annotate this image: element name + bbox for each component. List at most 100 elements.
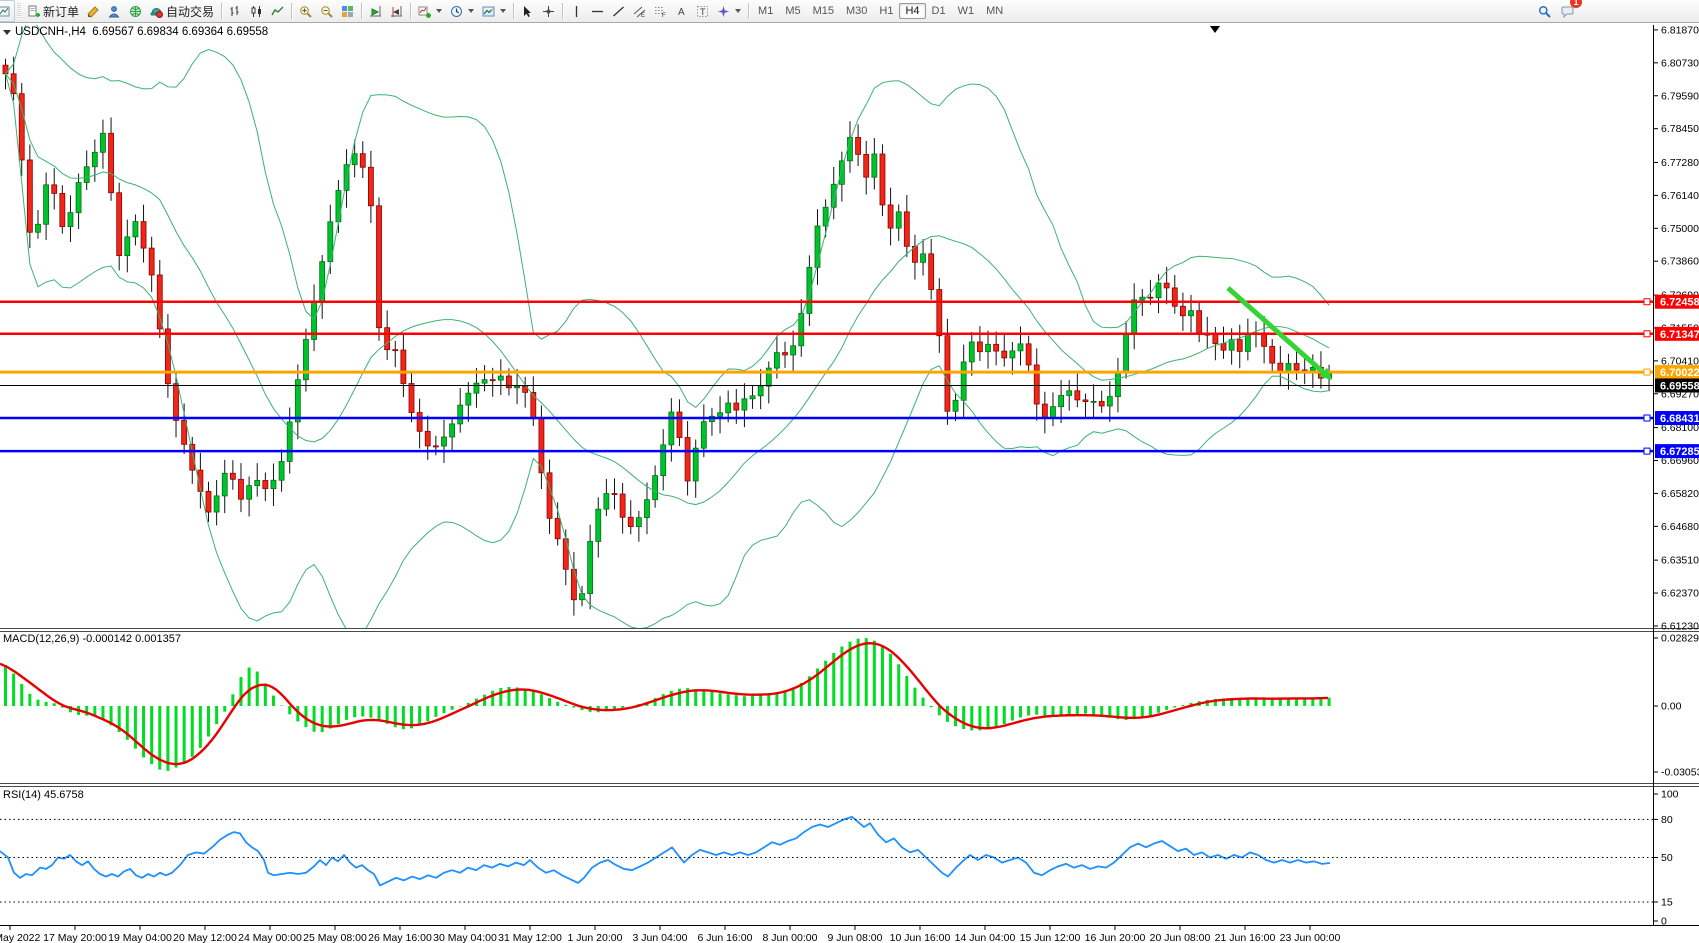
new-order-button[interactable]: 新订单 bbox=[23, 0, 83, 22]
crosshair-icon bbox=[543, 5, 555, 17]
arrows-icon bbox=[718, 5, 730, 17]
autotrading-icon bbox=[150, 7, 164, 18]
notifications-button[interactable]: 1 bbox=[1557, 0, 1582, 22]
chart-dropdown-icon[interactable] bbox=[3, 29, 11, 35]
text-label-tool-button[interactable]: T bbox=[692, 0, 713, 22]
svg-text:6.70410: 6.70410 bbox=[1661, 355, 1699, 367]
toolbar-separator bbox=[748, 3, 750, 19]
svg-text:20 May 12:00: 20 May 12:00 bbox=[173, 932, 237, 943]
svg-text:E: E bbox=[641, 13, 645, 18]
charts-toolbar-icon[interactable] bbox=[0, 0, 15, 22]
timeframe-m15-button[interactable]: M15 bbox=[812, 5, 834, 17]
autotrading-button[interactable]: 自动交易 bbox=[146, 0, 218, 22]
svg-text:0.02829: 0.02829 bbox=[1661, 633, 1699, 645]
zoom-out-button[interactable] bbox=[316, 0, 337, 22]
svg-text:6.77280: 6.77280 bbox=[1661, 157, 1699, 169]
cursor-tool-button[interactable] bbox=[517, 0, 538, 22]
templates-dropdown-caret bbox=[500, 9, 507, 13]
ohlc-bars-icon bbox=[230, 5, 239, 16]
candlestick-icon bbox=[251, 5, 262, 17]
toolbar-grip bbox=[17, 3, 21, 19]
zoom-in-button[interactable] bbox=[295, 0, 316, 22]
timeframe-h4-button[interactable]: H4 bbox=[899, 3, 926, 19]
timeframe-m5-button[interactable]: M5 bbox=[785, 5, 801, 17]
text-tool-button[interactable]: A bbox=[671, 0, 692, 22]
svg-text:6.72458: 6.72458 bbox=[1660, 297, 1699, 309]
crosshair-tool-button[interactable] bbox=[538, 0, 559, 22]
channel-tool-button[interactable]: E bbox=[629, 0, 650, 22]
tile-windows-button[interactable] bbox=[337, 0, 358, 22]
timeframe-d1-button[interactable]: D1 bbox=[931, 5, 946, 17]
svg-text:6.80730: 6.80730 bbox=[1661, 57, 1699, 69]
svg-text:31 May 12:00: 31 May 12:00 bbox=[498, 932, 562, 943]
new-chart-icon bbox=[87, 5, 99, 18]
svg-text:26 May 16:00: 26 May 16:00 bbox=[368, 932, 432, 943]
auto-scroll-button[interactable] bbox=[365, 0, 386, 22]
new-order-label: 新订单 bbox=[43, 4, 80, 19]
text-label-icon: T bbox=[697, 5, 709, 17]
svg-text:6.65820: 6.65820 bbox=[1661, 488, 1699, 500]
svg-text:6 Jun 16:00: 6 Jun 16:00 bbox=[698, 932, 753, 943]
svg-text:6.68431: 6.68431 bbox=[1660, 413, 1699, 425]
chart-shift-icon bbox=[391, 5, 403, 17]
new-chart-button[interactable] bbox=[83, 0, 104, 22]
svg-text:-0.030537: -0.030537 bbox=[1661, 766, 1699, 778]
clock-icon bbox=[451, 5, 463, 17]
svg-text:6.68100: 6.68100 bbox=[1661, 422, 1699, 434]
line-chart-button[interactable] bbox=[267, 0, 288, 22]
macd-indicator-label: MACD(12,26,9) -0.000142 0.001357 bbox=[3, 633, 181, 645]
profiles-button[interactable] bbox=[104, 0, 125, 22]
timeframe-m1-button[interactable]: M1 bbox=[758, 5, 774, 17]
indicators-button[interactable] bbox=[414, 0, 446, 22]
autotrading-label: 自动交易 bbox=[166, 4, 215, 19]
svg-text:6.75000: 6.75000 bbox=[1661, 223, 1699, 235]
trendline-tool-button[interactable] bbox=[608, 0, 629, 22]
indicators-dropdown-caret bbox=[436, 9, 443, 13]
toolbar-separator bbox=[361, 3, 363, 19]
vertical-line-tool-button[interactable] bbox=[566, 0, 587, 22]
chart-shift-button[interactable] bbox=[386, 0, 407, 22]
templates-button[interactable] bbox=[478, 0, 510, 22]
indicators-icon bbox=[418, 6, 432, 18]
svg-text:T: T bbox=[700, 7, 706, 17]
template-icon bbox=[482, 6, 495, 16]
horizontal-line-tool-button[interactable] bbox=[587, 0, 608, 22]
trendline-icon bbox=[613, 6, 624, 16]
equidistant-channel-icon: E bbox=[633, 6, 646, 18]
periods-button[interactable] bbox=[446, 0, 478, 22]
toolbar-separator bbox=[562, 3, 564, 19]
svg-text:17 May 20:00: 17 May 20:00 bbox=[43, 932, 107, 943]
toolbar: 新订单 自动交易 bbox=[0, 0, 1699, 23]
svg-text:23 Jun 00:00: 23 Jun 00:00 bbox=[1280, 932, 1341, 943]
search-button[interactable] bbox=[1534, 0, 1555, 22]
timeframe-w1-button[interactable]: W1 bbox=[957, 5, 975, 17]
toolbar-separator bbox=[221, 3, 223, 19]
zoom-in-icon bbox=[300, 5, 312, 18]
timeframe-mn-button[interactable]: MN bbox=[986, 5, 1004, 17]
fibonacci-tool-button[interactable]: F bbox=[650, 0, 671, 22]
svg-text:0: 0 bbox=[1661, 916, 1667, 928]
svg-text:100: 100 bbox=[1661, 789, 1679, 801]
svg-text:3 Jun 04:00: 3 Jun 04:00 bbox=[633, 932, 688, 943]
toolbar-separator bbox=[513, 3, 515, 19]
svg-text:16 May 2022: 16 May 2022 bbox=[0, 932, 41, 943]
market-watch-button[interactable] bbox=[125, 0, 146, 22]
svg-text:24 May 00:00: 24 May 00:00 bbox=[238, 932, 302, 943]
svg-text:6.61230: 6.61230 bbox=[1661, 620, 1699, 632]
svg-text:1 Jun 20:00: 1 Jun 20:00 bbox=[568, 932, 623, 943]
notification-badge: 1 bbox=[1570, 0, 1582, 8]
profiles-icon bbox=[108, 5, 120, 17]
bar-chart-button[interactable] bbox=[225, 0, 246, 22]
timeframe-m30-button[interactable]: M30 bbox=[846, 5, 868, 17]
svg-text:6.81870: 6.81870 bbox=[1661, 24, 1699, 36]
vertical-line-icon bbox=[575, 5, 578, 17]
arrows-tool-button[interactable] bbox=[713, 0, 745, 22]
auto-scroll-icon bbox=[370, 5, 382, 16]
svg-text:80: 80 bbox=[1661, 814, 1673, 826]
svg-text:A: A bbox=[678, 7, 685, 18]
timeframe-h1-button[interactable]: H1 bbox=[879, 5, 894, 17]
svg-text:21 Jun 16:00: 21 Jun 16:00 bbox=[1215, 932, 1276, 943]
chart-window-icon bbox=[0, 6, 10, 16]
candlestick-chart-button[interactable] bbox=[246, 0, 267, 22]
